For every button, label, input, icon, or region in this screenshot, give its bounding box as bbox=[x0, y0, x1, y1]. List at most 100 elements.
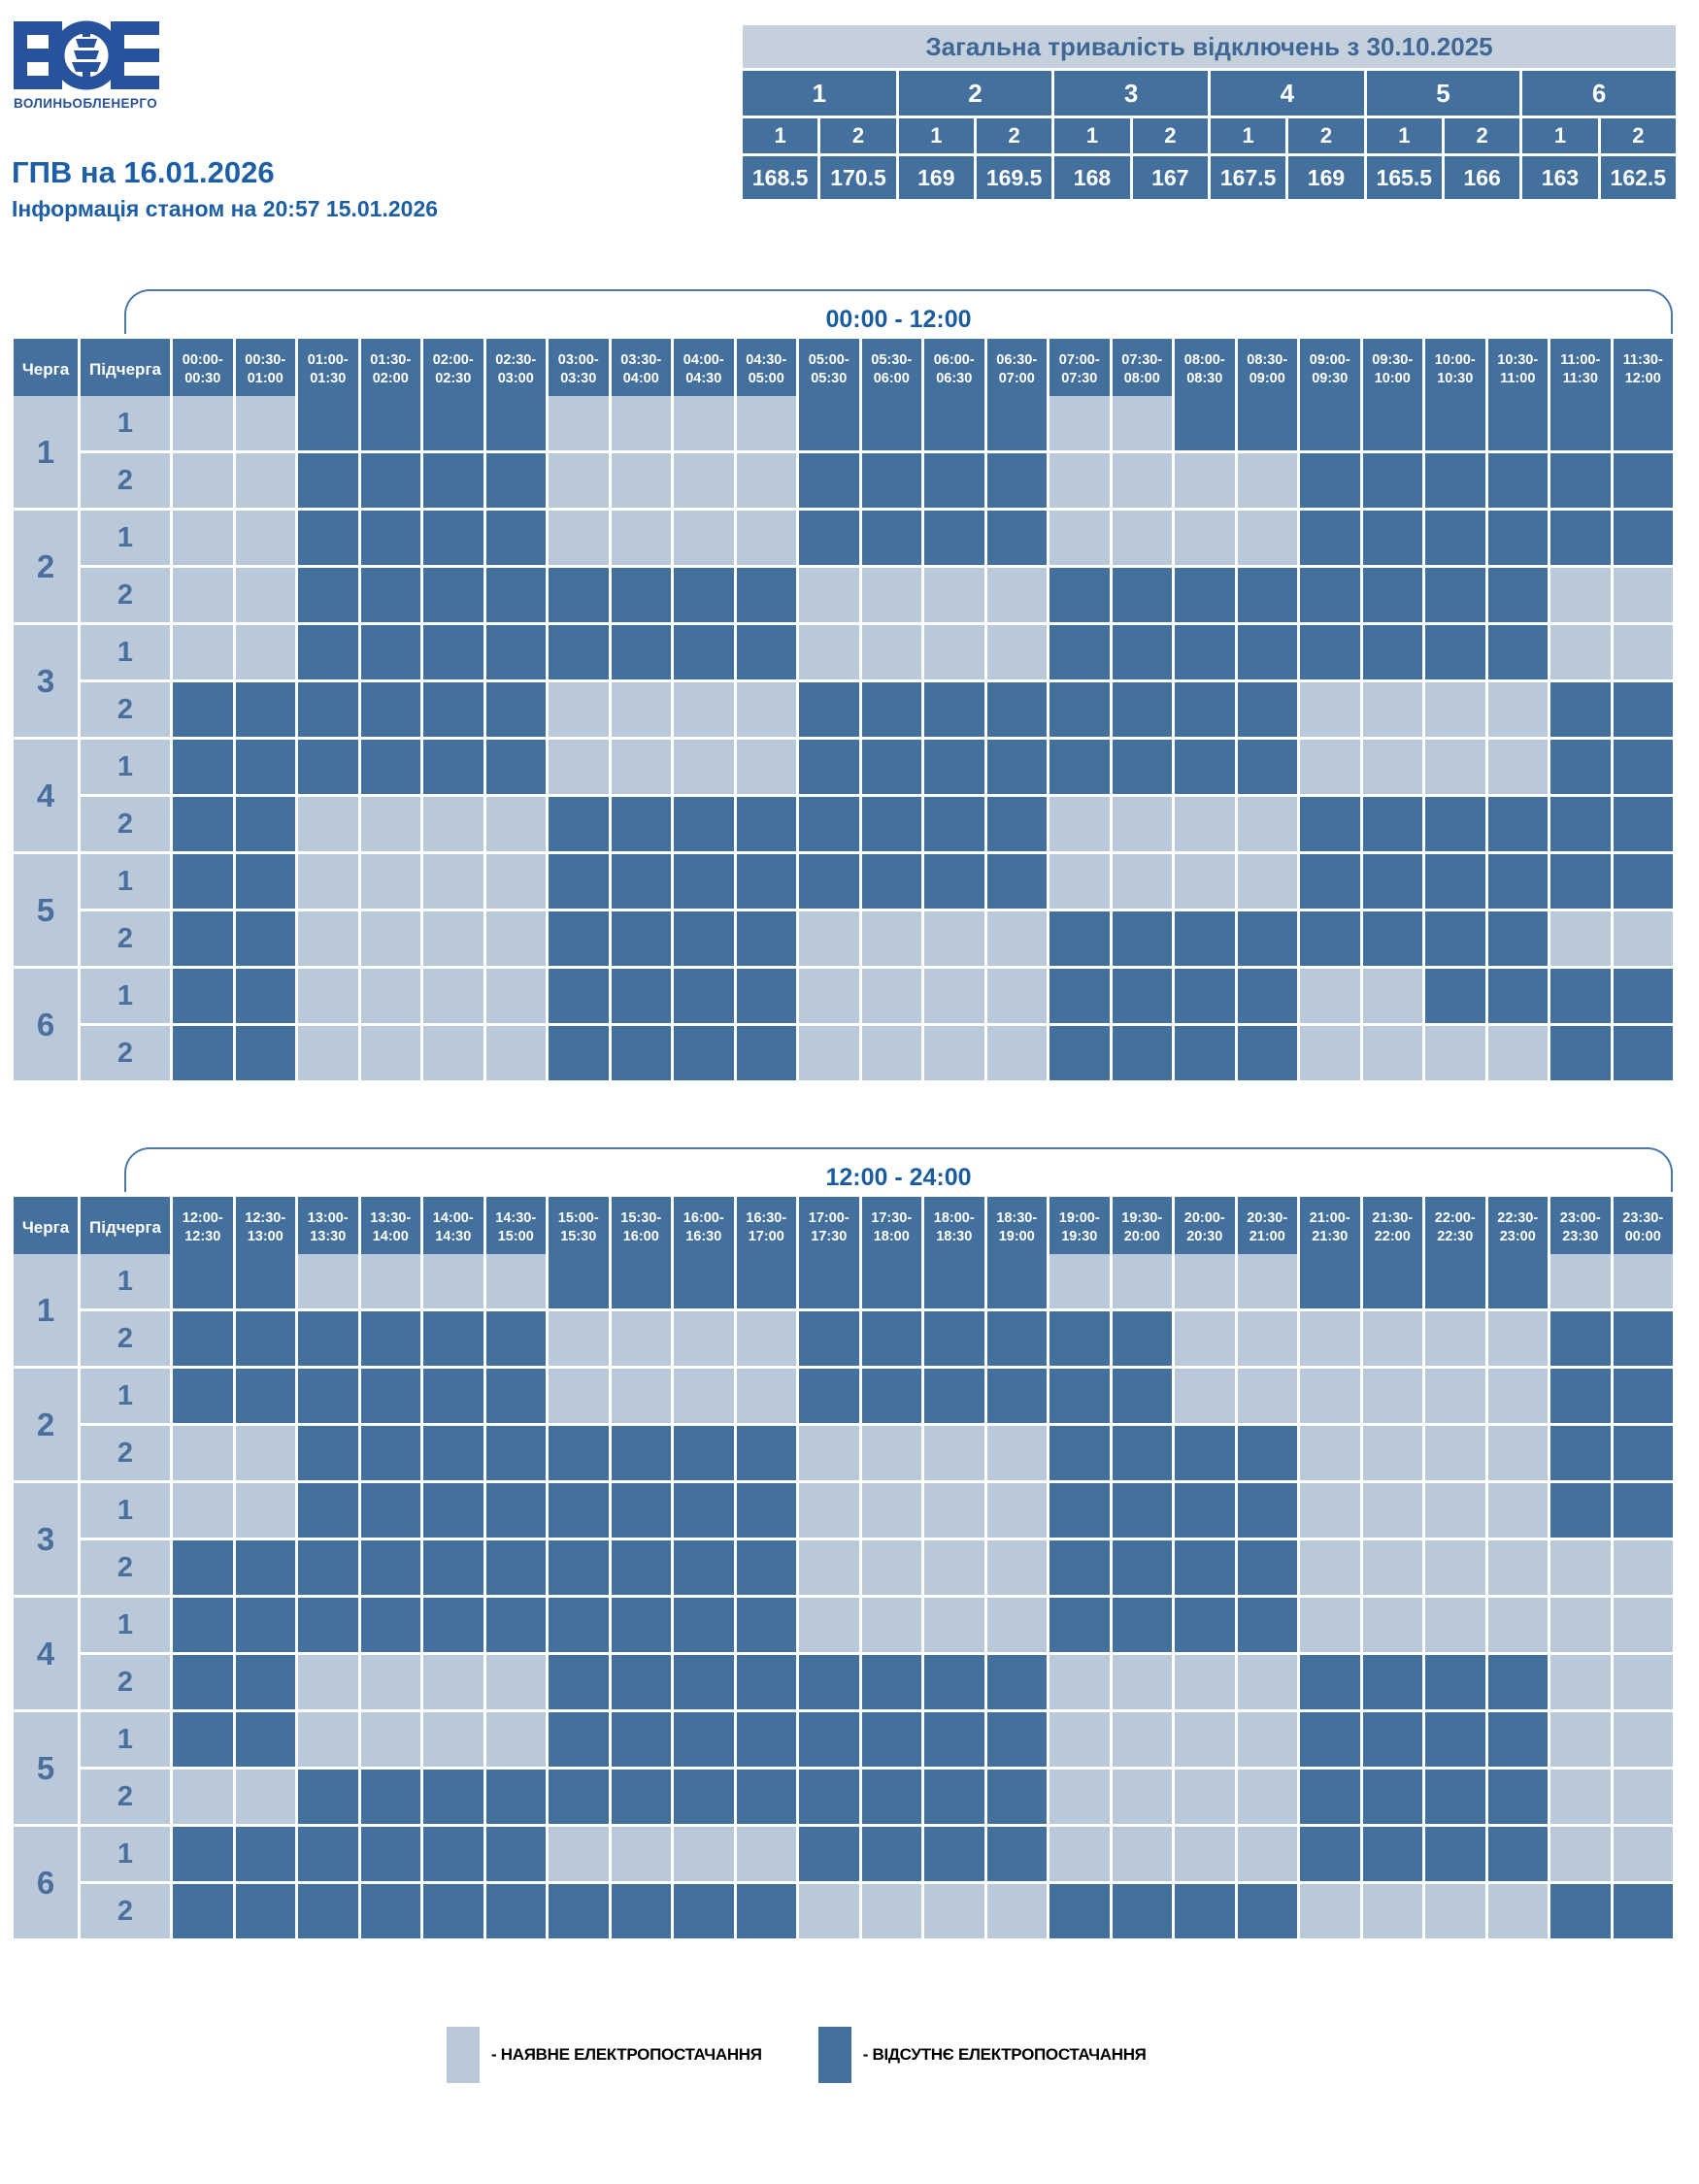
subqueue-label: 2 bbox=[81, 682, 170, 737]
summary-subgroup-header: 2 bbox=[1288, 118, 1364, 153]
power-on-cell bbox=[1550, 1254, 1611, 1308]
outage-cell bbox=[549, 911, 609, 966]
power-on-cell bbox=[861, 1426, 921, 1480]
outage-cell bbox=[1487, 1254, 1548, 1308]
outage-cell bbox=[1362, 453, 1422, 508]
outage-cell bbox=[1550, 854, 1611, 909]
power-on-cell bbox=[298, 1712, 358, 1767]
outage-cell bbox=[1425, 1712, 1485, 1767]
subqueue-label: 2 bbox=[81, 1540, 170, 1595]
power-on-cell bbox=[1237, 854, 1297, 909]
power-on-cell bbox=[173, 1426, 233, 1480]
subqueue-column-header: Підчерга bbox=[81, 1197, 170, 1259]
outage-cell bbox=[1550, 1369, 1611, 1423]
power-on-cell bbox=[1175, 1827, 1235, 1881]
outage-cell bbox=[1175, 1483, 1235, 1538]
outage-cell bbox=[173, 1598, 233, 1652]
power-on-cell bbox=[799, 911, 859, 966]
outage-cell bbox=[674, 969, 734, 1023]
time-slot-header: 09:00- 09:30 bbox=[1300, 339, 1360, 401]
outage-cell bbox=[1613, 1483, 1673, 1538]
outage-cell bbox=[549, 1026, 609, 1080]
outage-cell bbox=[298, 453, 358, 508]
power-on-cell bbox=[485, 854, 546, 909]
power-on-cell bbox=[1425, 682, 1485, 737]
outage-cell bbox=[298, 511, 358, 565]
power-on-cell bbox=[423, 1254, 483, 1308]
outage-cell bbox=[799, 1311, 859, 1366]
power-on-cell bbox=[1175, 797, 1235, 851]
power-on-cell bbox=[1175, 453, 1235, 508]
outage-cell bbox=[1300, 1827, 1360, 1881]
power-on-cell bbox=[423, 1655, 483, 1709]
time-range-label: 12:00 - 24:00 bbox=[825, 1164, 972, 1191]
time-slot-header: 14:00- 14:30 bbox=[423, 1197, 483, 1259]
outage-cell bbox=[799, 453, 859, 508]
summary-group-header: 4 bbox=[1211, 71, 1364, 116]
outage-cell bbox=[611, 911, 671, 966]
outage-cell bbox=[423, 1884, 483, 1938]
outage-cell bbox=[1300, 396, 1360, 450]
outage-cell bbox=[611, 625, 671, 679]
outage-cell bbox=[485, 568, 546, 622]
power-on-cell bbox=[674, 453, 734, 508]
power-on-cell bbox=[924, 1426, 984, 1480]
summary-subgroup-header: 1 bbox=[1522, 118, 1598, 153]
power-on-cell bbox=[1487, 1426, 1548, 1480]
time-slot-header: 07:30- 08:00 bbox=[1112, 339, 1172, 401]
outage-cell bbox=[298, 568, 358, 622]
power-on-cell bbox=[799, 1598, 859, 1652]
power-on-cell bbox=[611, 453, 671, 508]
subqueue-label: 2 bbox=[81, 797, 170, 851]
power-on-cell bbox=[360, 1254, 420, 1308]
power-on-cell bbox=[485, 1655, 546, 1709]
power-on-cell bbox=[1112, 1827, 1172, 1881]
power-on-cell bbox=[1049, 1770, 1110, 1824]
time-slot-header: 10:00- 10:30 bbox=[1425, 339, 1485, 401]
power-on-cell bbox=[1112, 453, 1172, 508]
outage-cell bbox=[736, 1655, 796, 1709]
power-on-cell bbox=[674, 1369, 734, 1423]
outage-cell bbox=[173, 1712, 233, 1767]
outage-cell bbox=[1550, 396, 1611, 450]
power-on-cell bbox=[611, 1369, 671, 1423]
power-on-cell bbox=[173, 1770, 233, 1824]
power-on-cell bbox=[360, 969, 420, 1023]
summary-subgroup-header: 1 bbox=[1211, 118, 1286, 153]
outage-cell bbox=[235, 1540, 295, 1595]
power-on-cell bbox=[1613, 1655, 1673, 1709]
outage-cell bbox=[924, 682, 984, 737]
outage-cell bbox=[549, 1483, 609, 1538]
power-on-cell bbox=[1049, 1827, 1110, 1881]
summary-total-hours: 169 bbox=[898, 156, 974, 199]
time-slot-header: 16:00- 16:30 bbox=[674, 1197, 734, 1259]
power-on-cell bbox=[986, 911, 1047, 966]
summary-total-hours: 165.5 bbox=[1366, 156, 1442, 199]
outage-cell bbox=[1112, 625, 1172, 679]
outage-cell bbox=[1425, 1770, 1485, 1824]
outage-cell bbox=[485, 740, 546, 794]
outage-cell bbox=[1237, 740, 1297, 794]
power-on-cell bbox=[1613, 568, 1673, 622]
power-on-cell bbox=[924, 1540, 984, 1595]
outage-cell bbox=[235, 740, 295, 794]
outage-cell bbox=[674, 1884, 734, 1938]
summary-subgroup-header: 2 bbox=[1445, 118, 1520, 153]
summary-total-hours: 169 bbox=[1288, 156, 1364, 199]
power-on-cell bbox=[1237, 1369, 1297, 1423]
outage-cell bbox=[360, 1540, 420, 1595]
outage-cell bbox=[1300, 453, 1360, 508]
summary-total-hours: 169.5 bbox=[977, 156, 1052, 199]
power-on-cell bbox=[1487, 1483, 1548, 1538]
outage-cell bbox=[549, 625, 609, 679]
outage-cell bbox=[360, 1884, 420, 1938]
energy-company-logo-icon bbox=[14, 20, 159, 90]
power-on-cell bbox=[298, 797, 358, 851]
power-on-cell bbox=[1425, 740, 1485, 794]
outage-cell bbox=[1613, 1369, 1673, 1423]
power-on-cell bbox=[1175, 1655, 1235, 1709]
outage-cell bbox=[1049, 911, 1110, 966]
outage-cell bbox=[674, 1712, 734, 1767]
power-on-cell bbox=[986, 1884, 1047, 1938]
outage-cell bbox=[485, 1540, 546, 1595]
